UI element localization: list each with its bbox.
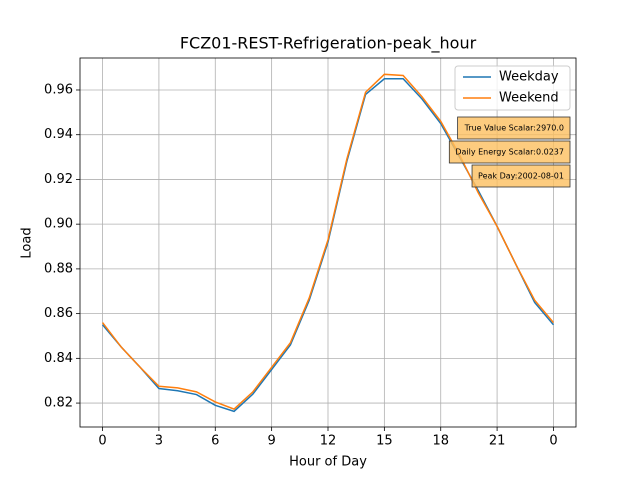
y-tick-label: 0.96 xyxy=(44,82,73,97)
plot-frame xyxy=(79,57,577,428)
x-tick-label: 6 xyxy=(211,434,219,449)
x-tick-label: 9 xyxy=(267,434,275,449)
y-tick-label: 0.88 xyxy=(44,261,73,276)
x-tick-label: 0 xyxy=(549,434,557,449)
annotation-box xyxy=(448,140,571,164)
y-tick-label: 0.86 xyxy=(44,306,73,321)
y-tick-label: 0.90 xyxy=(44,217,73,232)
annotation: Peak Day:2002-08-01 xyxy=(471,164,571,188)
x-tick-label: 12 xyxy=(320,434,337,449)
y-tick-label: 0.94 xyxy=(44,127,73,142)
annotation: Daily Energy Scalar:0.0237 xyxy=(448,140,571,164)
legend-label: Weekday xyxy=(499,70,559,85)
y-tick-label: 0.84 xyxy=(44,351,73,366)
y-tick-label: 0.92 xyxy=(44,172,73,187)
annotation-text: Daily Energy Scalar:0.0237 xyxy=(455,148,564,157)
x-axis-label: Hour of Day xyxy=(289,455,367,470)
x-tick-label: 0 xyxy=(98,434,106,449)
annotation-box xyxy=(471,164,571,188)
annotation-text: Peak Day:2002-08-01 xyxy=(478,172,564,181)
series-line xyxy=(101,73,555,410)
x-tick-label: 18 xyxy=(432,434,449,449)
annotation-text: True Value Scalar:2970.0 xyxy=(464,124,564,133)
legend-label: Weekend xyxy=(499,91,559,106)
x-tick-label: 15 xyxy=(376,434,393,449)
annotation: True Value Scalar:2970.0 xyxy=(457,116,571,140)
chart-title: FCZ01-REST-Refrigeration-peak_hour xyxy=(180,34,477,54)
x-tick-label: 21 xyxy=(489,434,506,449)
y-axis-label: Load xyxy=(20,227,35,258)
x-tick-label: 3 xyxy=(155,434,163,449)
y-tick-label: 0.82 xyxy=(44,396,73,411)
annotation-box xyxy=(457,116,571,140)
